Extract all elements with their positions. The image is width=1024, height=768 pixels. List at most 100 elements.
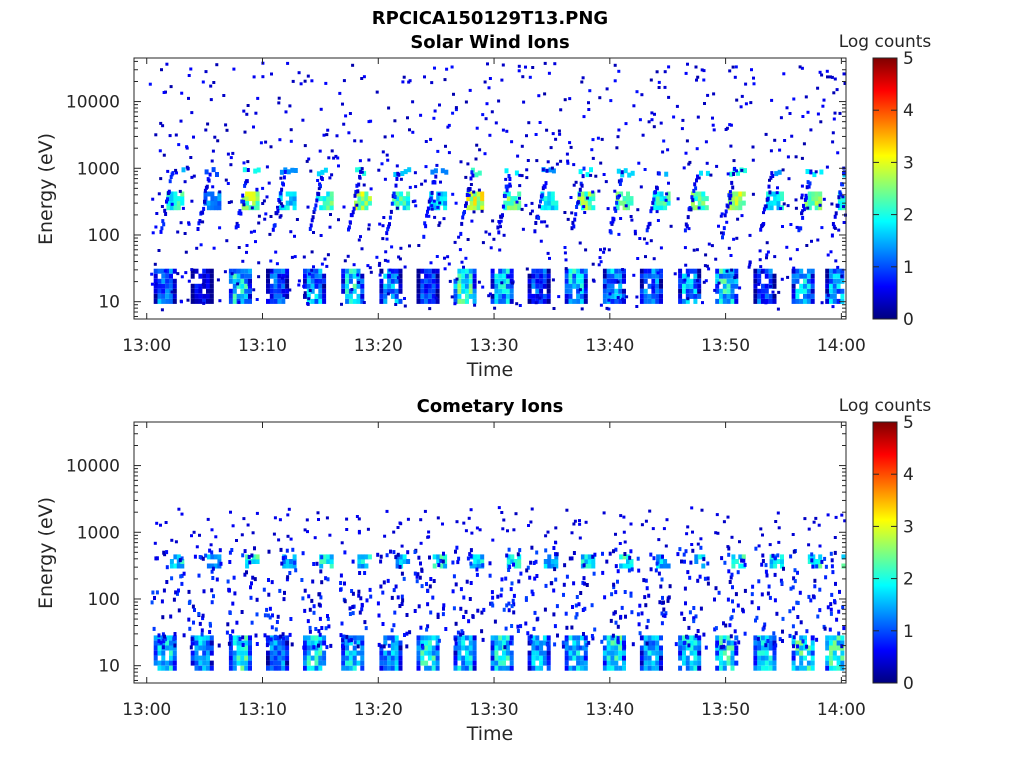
heatmap-cell bbox=[379, 293, 384, 299]
heatmap-cell bbox=[836, 203, 840, 208]
heatmap-cell bbox=[427, 268, 432, 274]
heatmap-cell bbox=[817, 523, 821, 527]
heatmap-cell bbox=[629, 591, 633, 596]
heatmap-cell bbox=[508, 184, 512, 188]
heatmap-cell bbox=[262, 587, 266, 592]
heatmap-cell bbox=[245, 196, 250, 202]
heatmap-cell bbox=[715, 164, 719, 168]
heatmap-cell bbox=[639, 645, 644, 651]
heatmap-cell bbox=[236, 273, 241, 279]
heatmap-cell bbox=[829, 288, 833, 294]
heatmap-cell bbox=[280, 561, 284, 566]
heatmap-cell bbox=[218, 548, 222, 553]
heatmap-cell bbox=[302, 255, 306, 259]
heatmap-cell bbox=[161, 219, 165, 224]
heatmap-cell bbox=[618, 283, 623, 289]
heatmap-cell bbox=[364, 196, 369, 202]
heatmap-cell bbox=[217, 563, 222, 569]
heatmap-cell bbox=[542, 268, 547, 274]
heatmap-cell bbox=[387, 224, 391, 229]
heatmap-cell bbox=[402, 554, 407, 560]
heatmap-cell bbox=[686, 215, 690, 220]
heatmap-cell bbox=[472, 268, 477, 274]
heatmap-cell bbox=[350, 213, 354, 218]
heatmap-cell bbox=[457, 288, 462, 294]
heatmap-cell bbox=[165, 645, 170, 651]
heatmap-cell bbox=[584, 520, 588, 524]
heatmap-cell bbox=[709, 173, 713, 177]
heatmap-cell bbox=[431, 283, 436, 289]
heatmap-cell bbox=[378, 273, 382, 277]
heatmap-cell bbox=[198, 533, 201, 537]
heatmap-cell bbox=[647, 293, 652, 299]
heatmap-cell bbox=[506, 529, 509, 533]
heatmap-cell bbox=[490, 640, 495, 646]
heatmap-cell bbox=[245, 191, 250, 197]
heatmap-cell bbox=[659, 200, 664, 206]
heatmap-cell bbox=[840, 660, 845, 666]
heatmap-cell bbox=[398, 665, 403, 671]
heatmap-cell bbox=[791, 660, 796, 666]
heatmap-cell bbox=[734, 191, 739, 197]
heatmap-cell bbox=[465, 298, 469, 304]
heatmap-cell bbox=[734, 268, 739, 274]
heatmap-cell bbox=[206, 288, 210, 294]
heatmap-cell bbox=[180, 559, 185, 564]
heatmap-cell bbox=[706, 576, 710, 581]
heatmap-cell bbox=[807, 184, 811, 189]
panel-solar-wind: Solar Wind Ions 13:00 13:10 13:20 13:30 13:4… bbox=[35, 32, 931, 381]
heatmap-cell bbox=[473, 205, 478, 211]
heatmap-cell bbox=[490, 283, 495, 289]
heatmap-cell bbox=[255, 559, 260, 564]
heatmap-cell bbox=[310, 288, 315, 294]
heatmap-cell bbox=[693, 640, 698, 646]
heatmap-cell bbox=[248, 283, 252, 289]
heatmap-cell bbox=[306, 74, 310, 78]
heatmap-cell bbox=[351, 591, 355, 596]
heatmap-cell bbox=[818, 205, 823, 211]
heatmap-cell bbox=[715, 273, 720, 279]
heatmap-cell bbox=[615, 205, 620, 211]
heatmap-cell bbox=[764, 204, 768, 209]
heatmap-cell bbox=[431, 665, 436, 671]
heatmap-cell bbox=[629, 200, 634, 206]
heatmap-cell bbox=[624, 204, 628, 208]
heatmap-cell bbox=[603, 595, 607, 600]
heatmap-cell bbox=[383, 258, 387, 262]
heatmap-cell bbox=[544, 181, 548, 186]
heatmap-cell bbox=[842, 205, 845, 209]
heatmap-cell bbox=[580, 660, 584, 666]
heatmap-cell bbox=[582, 576, 586, 581]
heatmap-cell bbox=[491, 538, 495, 542]
heatmap-cell bbox=[436, 205, 440, 209]
heatmap-cell bbox=[198, 286, 202, 290]
heatmap-cell bbox=[320, 177, 324, 181]
heatmap-cell bbox=[170, 538, 174, 542]
heatmap-cell bbox=[736, 217, 740, 221]
heatmap-cell bbox=[825, 640, 830, 646]
heatmap-cell bbox=[517, 64, 521, 68]
heatmap-cell bbox=[656, 219, 660, 222]
heatmap-cell bbox=[500, 577, 504, 582]
heatmap-cell bbox=[406, 550, 410, 555]
heatmap-cell bbox=[781, 616, 785, 621]
heatmap-cell bbox=[614, 660, 619, 666]
heatmap-cell bbox=[148, 82, 152, 86]
heatmap-cell bbox=[342, 122, 346, 126]
heatmap-cell bbox=[833, 599, 836, 604]
heatmap-cell bbox=[800, 66, 804, 70]
heatmap-cell bbox=[796, 601, 800, 605]
heatmap-cell bbox=[614, 208, 618, 213]
heatmap-cell bbox=[836, 273, 841, 279]
heatmap-cell bbox=[209, 640, 214, 646]
heatmap-cell bbox=[388, 268, 392, 272]
heatmap-cell bbox=[505, 553, 509, 558]
heatmap-cell bbox=[153, 268, 158, 274]
heatmap-cell bbox=[288, 104, 292, 108]
heatmap-cell bbox=[568, 268, 573, 274]
heatmap-cell bbox=[432, 116, 436, 120]
heatmap-cell bbox=[801, 209, 805, 213]
heatmap-cell bbox=[508, 177, 512, 181]
heatmap-cell bbox=[806, 278, 811, 284]
